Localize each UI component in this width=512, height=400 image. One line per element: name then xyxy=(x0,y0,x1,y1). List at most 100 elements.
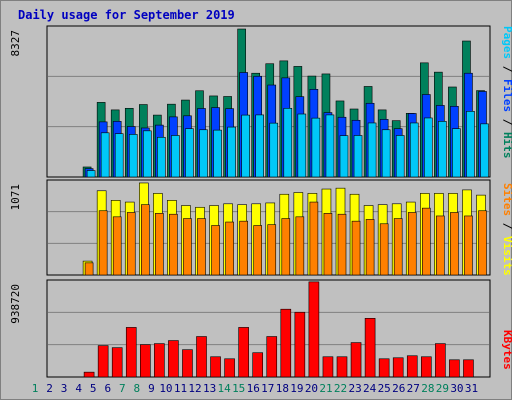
kbytes-bar xyxy=(210,356,221,378)
x-tick-label: 25 xyxy=(378,382,391,395)
legend-hits: Hits xyxy=(501,132,512,159)
legend-pages: Pages xyxy=(501,26,512,59)
kbytes-bar xyxy=(435,343,446,378)
legend-visits: Visits xyxy=(501,236,512,276)
pages-bar xyxy=(199,129,208,178)
x-tick-label: 5 xyxy=(90,382,97,395)
sites-bar xyxy=(267,224,277,276)
pages-bar xyxy=(480,123,489,178)
sites-bar xyxy=(183,218,192,276)
chart-title: Daily usage for September 2019 xyxy=(18,8,235,22)
x-tick-label: 24 xyxy=(363,382,377,395)
y-max-label: 1071 xyxy=(9,184,22,211)
sites-bar xyxy=(478,210,487,276)
pages-bar xyxy=(297,113,307,178)
kbytes-bar xyxy=(224,358,235,378)
x-tick-label: 23 xyxy=(348,382,361,395)
sites-bar xyxy=(421,207,431,276)
kbytes-bar xyxy=(420,356,432,378)
pages-bar xyxy=(325,114,335,178)
kbytes-bar xyxy=(294,311,306,378)
x-tick-label: 6 xyxy=(104,382,111,395)
pages-bar xyxy=(339,135,349,178)
kbytes-bar xyxy=(140,344,151,378)
pages-bar xyxy=(213,129,222,178)
kbytes-bar xyxy=(238,327,249,378)
pages-bar xyxy=(283,107,293,178)
pages-bar xyxy=(227,126,236,178)
pages-bar xyxy=(171,135,180,178)
x-tick-label: 20 xyxy=(305,382,318,395)
x-tick-label: 30 xyxy=(450,382,463,395)
legend-files: Files xyxy=(501,79,512,112)
legend-sites: Sites xyxy=(501,183,512,216)
x-tick-label: 22 xyxy=(334,382,347,395)
sites-bar xyxy=(407,212,417,276)
x-tick-label: 10 xyxy=(159,382,172,395)
sites-bar xyxy=(323,213,333,276)
x-tick-label: 2 xyxy=(46,382,53,395)
kbytes-bar xyxy=(463,359,474,378)
x-tick-label: 3 xyxy=(61,382,68,395)
pages-bar xyxy=(269,122,279,178)
x-tick-label: 28 xyxy=(421,382,434,395)
kbytes-bar xyxy=(280,308,292,378)
sites-bar xyxy=(197,218,206,276)
sites-bar xyxy=(436,215,445,276)
sites-bar xyxy=(98,210,108,276)
pages-bar xyxy=(157,136,166,178)
legend-sep: / xyxy=(501,216,512,236)
sites-bar xyxy=(155,213,164,276)
sites-bar xyxy=(84,262,94,276)
kbytes-bar xyxy=(350,342,362,378)
kbytes-bar xyxy=(182,349,193,378)
legend-top: Pages / Files / Hits xyxy=(501,26,512,159)
kbytes-bar xyxy=(378,358,390,378)
pages-bar xyxy=(311,117,321,178)
pages-bar xyxy=(86,170,96,178)
x-tick-label: 26 xyxy=(392,382,405,395)
y-max-label: 8327 xyxy=(9,30,22,57)
pages-bar xyxy=(423,117,433,178)
kbytes-bar xyxy=(168,340,179,378)
x-tick-label: 16 xyxy=(247,382,260,395)
kbytes-bar xyxy=(392,357,404,378)
kbytes-bar xyxy=(154,343,165,378)
sites-bar xyxy=(253,225,262,276)
pages-bar xyxy=(438,121,447,178)
x-tick-label: 21 xyxy=(319,382,332,395)
pages-bar xyxy=(128,134,138,178)
sites-bar xyxy=(141,204,150,276)
legend-bottom: KBytes xyxy=(501,330,512,370)
pages-bar xyxy=(114,133,124,178)
kbytes-bar xyxy=(308,281,320,378)
sites-bar xyxy=(393,218,403,276)
pages-bar xyxy=(100,132,110,178)
sites-bar xyxy=(281,218,291,276)
sites-bar xyxy=(450,212,459,276)
x-tick-label: 1 xyxy=(32,382,39,395)
x-tick-label: 14 xyxy=(218,382,232,395)
x-tick-label: 19 xyxy=(290,382,303,395)
sites-bar xyxy=(309,201,319,276)
legend-middle: Sites / Visits xyxy=(501,183,512,276)
x-tick-label: 29 xyxy=(436,382,449,395)
y-max-label: 938720 xyxy=(9,284,22,324)
kbytes-bar xyxy=(196,336,207,378)
kbytes-bar xyxy=(83,371,95,378)
sites-bar xyxy=(225,221,234,276)
pages-bar xyxy=(185,128,194,178)
kbytes-bar xyxy=(125,327,137,378)
x-tick-label: 27 xyxy=(407,382,420,395)
pages-bar xyxy=(452,128,461,178)
sites-bar xyxy=(239,220,248,276)
x-tick-label: 18 xyxy=(276,382,289,395)
kbytes-bar xyxy=(111,347,123,378)
x-tick-label: 7 xyxy=(119,382,126,395)
x-tick-label: 4 xyxy=(75,382,82,395)
legend-sep: / xyxy=(501,59,512,79)
pages-bar xyxy=(367,122,377,178)
kbytes-bar xyxy=(266,336,278,378)
x-tick-label: 17 xyxy=(261,382,274,395)
